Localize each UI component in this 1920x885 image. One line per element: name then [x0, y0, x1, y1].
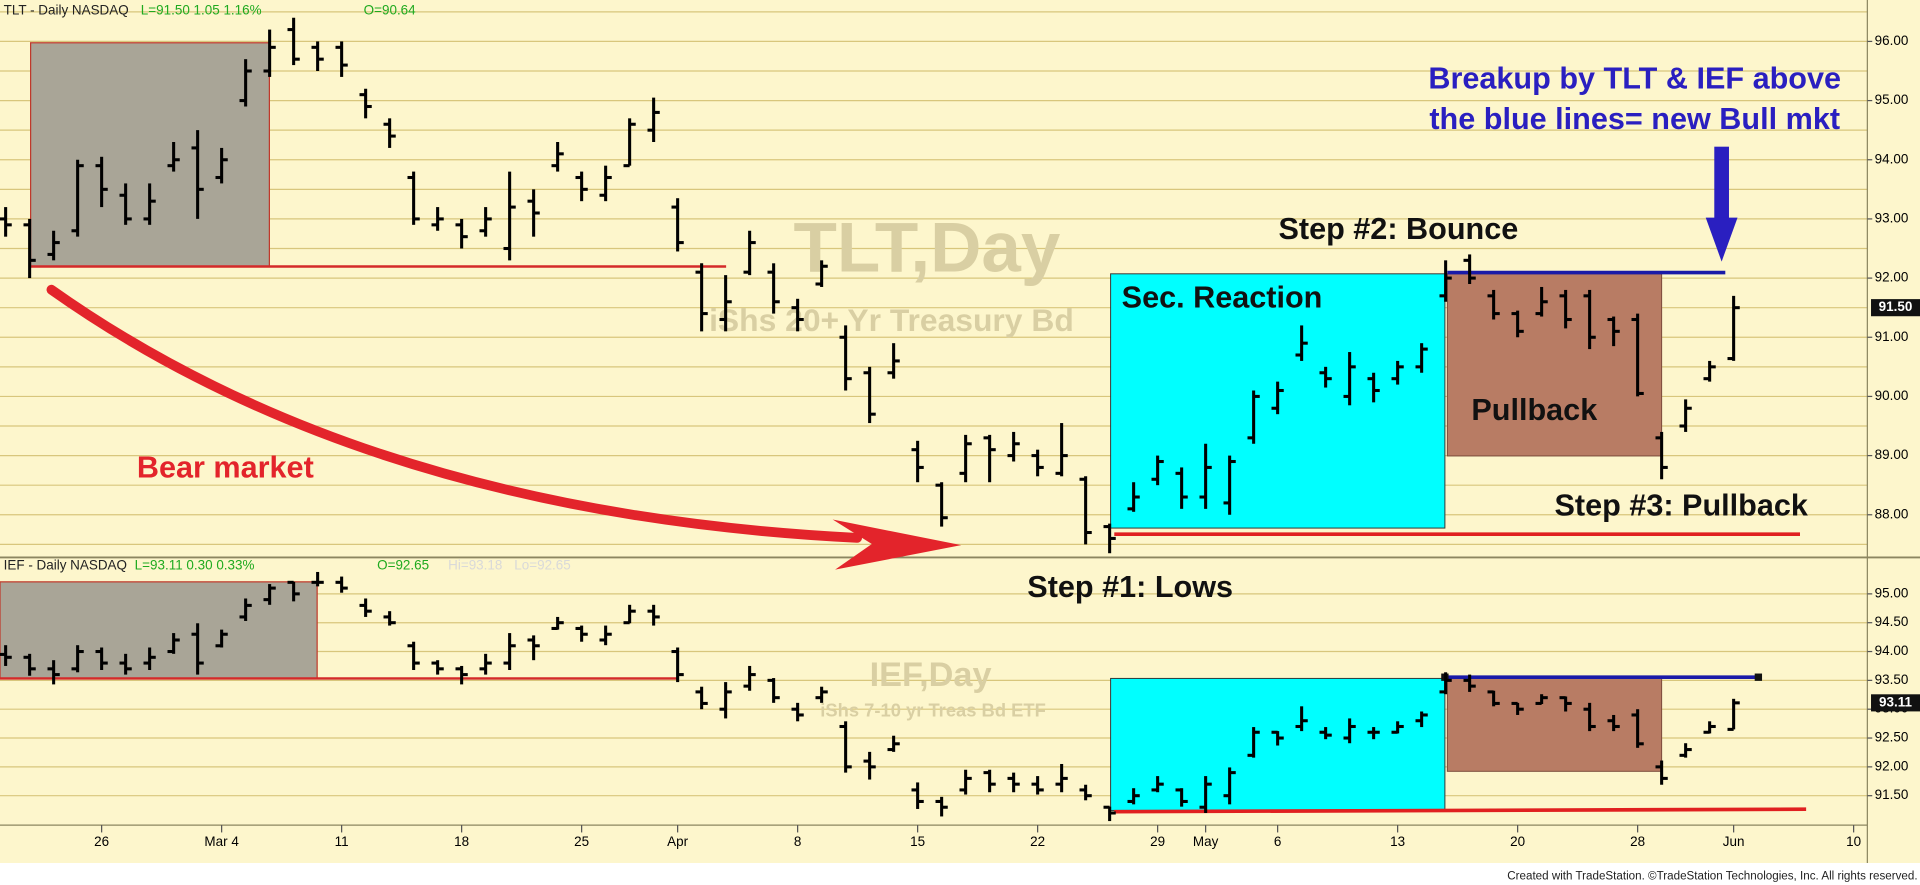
panel-header: O=92.65 — [377, 558, 429, 573]
x-tick-label: 8 — [794, 834, 801, 849]
watermark: TLT,Day — [793, 209, 1060, 288]
price-bars — [0, 17, 1740, 822]
annotation: Step #3: Pullback — [1555, 488, 1809, 522]
y-tick-label: 94.00 — [1875, 151, 1909, 166]
annotation: Sec. Reaction — [1122, 281, 1323, 315]
x-tick-label: Jun — [1723, 834, 1745, 849]
y-tick-label: 95.00 — [1875, 92, 1909, 107]
y-tick-label: 92.50 — [1875, 730, 1909, 745]
x-tick-label: 28 — [1630, 834, 1645, 849]
y-tick-label: 91.50 — [1875, 787, 1909, 802]
annotation: the blue lines= new Bull mkt — [1429, 102, 1840, 136]
footer: Created with TradeStation. ©TradeStation… — [1507, 870, 1917, 883]
last-price-box — [1871, 299, 1920, 317]
y-tick-label: 89.00 — [1875, 447, 1909, 462]
x-tick-label: 6 — [1274, 834, 1281, 849]
x-tick-label: May — [1193, 834, 1219, 849]
y-tick-label: 96.00 — [1875, 33, 1909, 48]
watermark-description: iShs 7-10 yr Treas Bd ETF — [820, 699, 1046, 720]
x-tick-label: Mar 4 — [204, 834, 239, 849]
y-tick-label: 94.00 — [1875, 643, 1909, 658]
pullback-box — [1446, 273, 1663, 457]
panel-header: Lo=92.65 — [514, 558, 570, 573]
x-tick-label: 18 — [454, 834, 469, 849]
x-tick-label: 22 — [1030, 834, 1045, 849]
y-tick-label: 93.00 — [1875, 210, 1909, 225]
annotation: Pullback — [1471, 393, 1598, 427]
last-price-box — [1871, 694, 1920, 712]
x-tick-label: 25 — [574, 834, 589, 849]
breakup-arrow-head — [1705, 217, 1738, 262]
y-tick-label: 92.00 — [1875, 270, 1909, 285]
annotation: Step #1: Lows — [1027, 570, 1233, 604]
bear-arrow-head — [832, 519, 962, 570]
y-tick-label: 95.00 — [1875, 585, 1909, 600]
x-tick-label: 29 — [1150, 834, 1165, 849]
last-price-label: 93.11 — [1879, 694, 1912, 709]
watermark: IEF,Day — [870, 656, 992, 694]
last-price-label: 91.50 — [1879, 299, 1913, 314]
annotation-texts: Breakup by TLT & IEF above the blue line… — [4, 3, 1918, 883]
x-tick-label: 15 — [910, 834, 925, 849]
panel-header: Hi=93.18 — [448, 558, 502, 573]
y-tick-label: 88.00 — [1875, 506, 1909, 521]
breakup-arrow-shaft — [1714, 146, 1729, 221]
x-tick-label: Apr — [667, 834, 688, 849]
x-tick-label: 26 — [94, 834, 109, 849]
panel-header: TLT - Daily NASDAQ — [4, 3, 129, 18]
range-box — [30, 42, 270, 268]
x-tick-label: 13 — [1390, 834, 1405, 849]
y-tick-label: 92.00 — [1875, 758, 1909, 773]
panel-header: L=93.11 0.30 0.33% — [135, 558, 255, 573]
pullback-box — [1446, 677, 1663, 772]
annotation: Bear market — [137, 450, 314, 484]
watermark-description: iShs 20+ Yr Treasury Bd — [709, 302, 1074, 338]
x-tick-label: 20 — [1510, 834, 1525, 849]
y-tick-label: 90.00 — [1875, 388, 1909, 403]
panel-header: L=91.50 1.05 1.16% — [141, 3, 262, 18]
bear-arrow-shaft — [46, 284, 863, 543]
line-handle — [1754, 673, 1763, 681]
panel-header: IEF - Daily NASDAQ — [4, 558, 127, 573]
low-line — [1114, 807, 1807, 814]
watermarks: TLT,Day iShs 20+ Yr Treasury Bd IEF,Day … — [709, 209, 1074, 720]
y-tick-label: 94.50 — [1875, 614, 1909, 629]
y-tick-label: 93.50 — [1875, 672, 1909, 687]
annotation: Breakup by TLT & IEF above — [1428, 62, 1841, 96]
x-tick-label: 10 — [1846, 834, 1861, 849]
x-tick-label: 11 — [335, 834, 349, 849]
y-tick-label: 91.00 — [1875, 329, 1909, 344]
annotation: Step #2: Bounce — [1278, 212, 1518, 246]
panel-header: O=90.64 — [364, 3, 416, 18]
